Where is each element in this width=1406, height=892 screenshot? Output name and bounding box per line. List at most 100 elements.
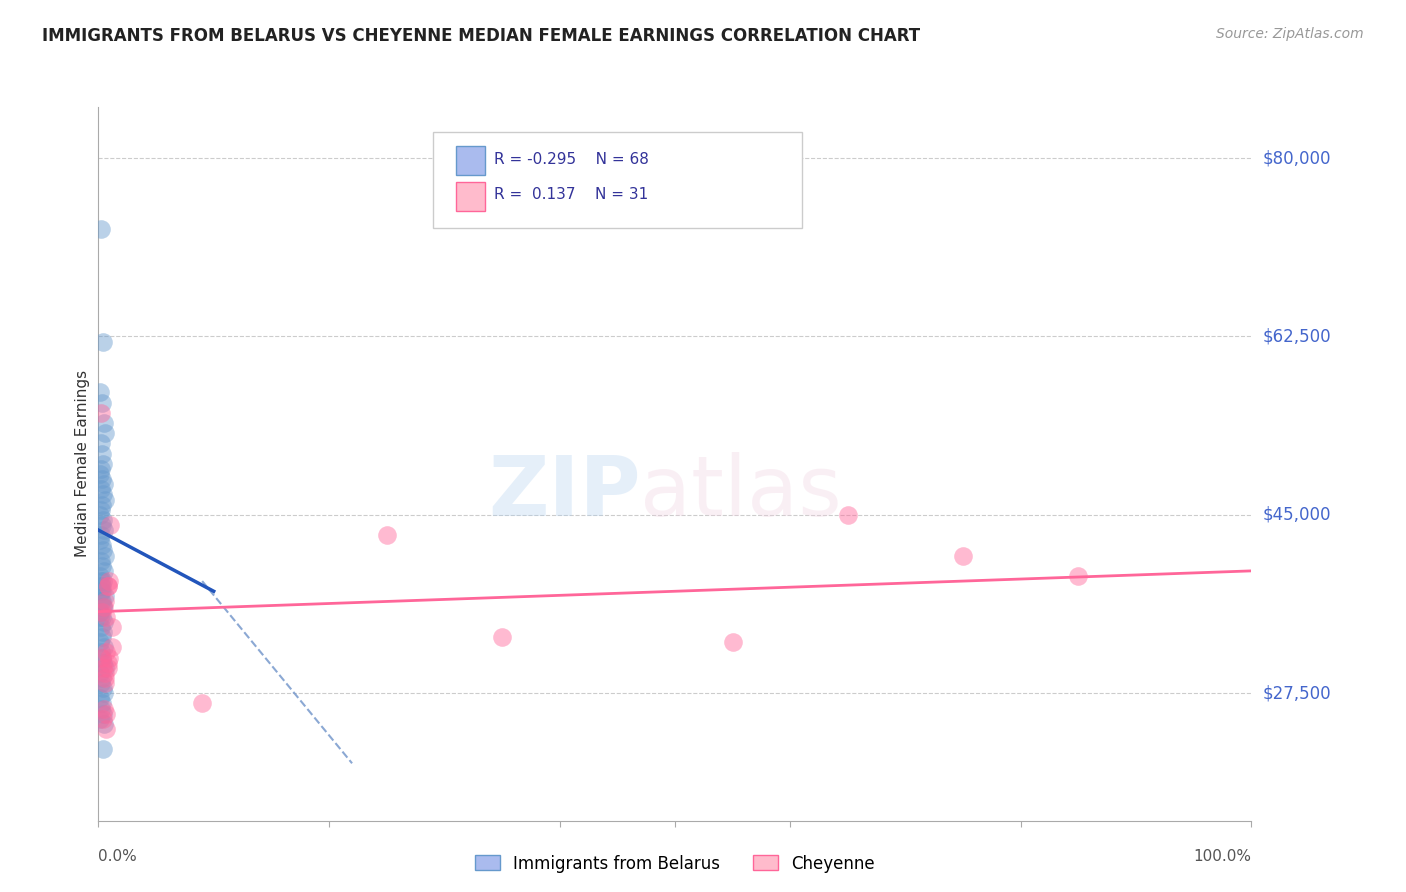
Point bbox=[837, 508, 859, 522]
Point bbox=[93, 640, 115, 655]
Point bbox=[375, 528, 398, 542]
Point bbox=[90, 528, 112, 542]
Point bbox=[93, 599, 115, 614]
Point bbox=[91, 334, 114, 349]
Point bbox=[91, 457, 114, 471]
Point bbox=[93, 701, 115, 715]
Point bbox=[90, 584, 112, 599]
Point bbox=[721, 635, 744, 649]
Point bbox=[91, 599, 114, 614]
Point bbox=[101, 620, 124, 634]
Point bbox=[94, 661, 117, 675]
Point bbox=[89, 605, 111, 619]
Point bbox=[89, 712, 111, 726]
Point bbox=[91, 487, 114, 501]
Text: 0.0%: 0.0% bbox=[98, 849, 138, 864]
Point bbox=[90, 447, 112, 461]
Point bbox=[93, 716, 115, 731]
Point bbox=[90, 538, 112, 552]
Point bbox=[93, 564, 115, 578]
Point bbox=[91, 574, 114, 588]
Legend: Immigrants from Belarus, Cheyenne: Immigrants from Belarus, Cheyenne bbox=[468, 848, 882, 880]
Point bbox=[89, 533, 111, 548]
Point bbox=[97, 579, 120, 593]
Point bbox=[90, 650, 112, 665]
Point bbox=[89, 605, 111, 619]
Point bbox=[90, 462, 112, 476]
Point bbox=[97, 656, 120, 670]
Point bbox=[91, 706, 114, 721]
Point bbox=[93, 523, 115, 537]
Point bbox=[96, 722, 118, 736]
Point bbox=[89, 508, 111, 522]
Point bbox=[90, 472, 112, 486]
Text: ZIP: ZIP bbox=[488, 452, 640, 533]
Point bbox=[90, 483, 112, 497]
Point bbox=[93, 477, 115, 491]
Text: $80,000: $80,000 bbox=[1263, 149, 1331, 167]
Text: R =  0.137    N = 31: R = 0.137 N = 31 bbox=[494, 187, 648, 202]
Point bbox=[191, 697, 214, 711]
Point bbox=[90, 594, 112, 608]
Point bbox=[89, 467, 111, 481]
Text: $62,500: $62,500 bbox=[1263, 327, 1331, 345]
Bar bbox=[456, 146, 485, 175]
Point bbox=[94, 549, 117, 563]
Point bbox=[91, 599, 114, 614]
Bar bbox=[456, 182, 485, 211]
Point bbox=[952, 549, 974, 563]
Point bbox=[98, 518, 121, 533]
Point bbox=[97, 579, 120, 593]
Point bbox=[94, 590, 117, 604]
Text: $27,500: $27,500 bbox=[1263, 684, 1331, 702]
Point bbox=[90, 620, 112, 634]
Point bbox=[91, 543, 114, 558]
Point bbox=[90, 630, 112, 644]
Point bbox=[90, 609, 112, 624]
Text: Source: ZipAtlas.com: Source: ZipAtlas.com bbox=[1216, 27, 1364, 41]
Point bbox=[90, 436, 112, 450]
Point bbox=[90, 554, 112, 568]
Point bbox=[89, 385, 111, 400]
Point bbox=[94, 594, 117, 608]
Point bbox=[96, 645, 118, 659]
FancyBboxPatch shape bbox=[433, 132, 801, 228]
Point bbox=[94, 665, 117, 680]
Point bbox=[93, 416, 115, 430]
Point bbox=[89, 691, 111, 706]
Point bbox=[97, 574, 120, 588]
Point bbox=[93, 615, 115, 629]
Point bbox=[90, 498, 112, 512]
Text: atlas: atlas bbox=[640, 452, 842, 533]
Point bbox=[1067, 569, 1090, 583]
Point bbox=[90, 605, 112, 619]
Point bbox=[94, 426, 117, 441]
Point bbox=[97, 650, 120, 665]
Point bbox=[93, 686, 115, 700]
Text: 100.0%: 100.0% bbox=[1194, 849, 1251, 864]
Point bbox=[90, 406, 112, 420]
Point bbox=[101, 640, 124, 655]
Point bbox=[90, 579, 112, 593]
Point bbox=[90, 594, 112, 608]
Point bbox=[96, 609, 118, 624]
Point bbox=[91, 656, 114, 670]
Point bbox=[94, 676, 117, 690]
Point bbox=[90, 574, 112, 588]
Point bbox=[96, 706, 118, 721]
Text: R = -0.295    N = 68: R = -0.295 N = 68 bbox=[494, 152, 648, 167]
Point bbox=[94, 671, 117, 685]
Point bbox=[491, 630, 513, 644]
Point bbox=[91, 513, 114, 527]
Point bbox=[90, 584, 112, 599]
Point bbox=[90, 518, 112, 533]
Point bbox=[91, 661, 114, 675]
Point bbox=[89, 569, 111, 583]
Point bbox=[90, 222, 112, 236]
Point bbox=[89, 665, 111, 680]
Text: IMMIGRANTS FROM BELARUS VS CHEYENNE MEDIAN FEMALE EARNINGS CORRELATION CHART: IMMIGRANTS FROM BELARUS VS CHEYENNE MEDI… bbox=[42, 27, 921, 45]
Point bbox=[90, 697, 112, 711]
Text: $45,000: $45,000 bbox=[1263, 506, 1331, 524]
Point bbox=[91, 681, 114, 695]
Point bbox=[90, 579, 112, 593]
